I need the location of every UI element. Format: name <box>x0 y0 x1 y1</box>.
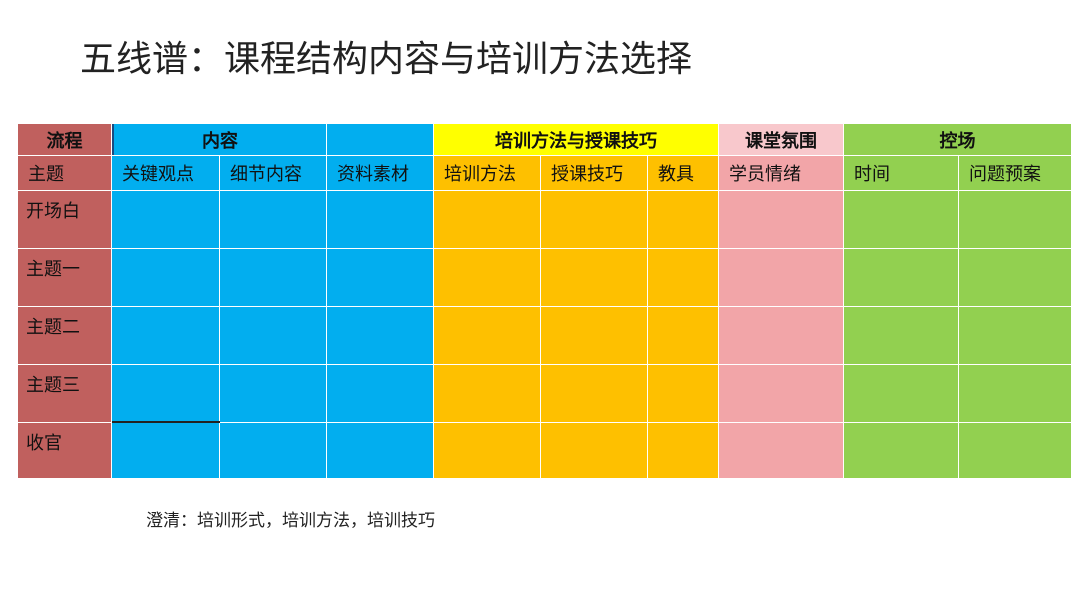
column-header-key-points: 关键观点 <box>112 156 219 190</box>
table-cell <box>648 307 718 364</box>
table-cell <box>327 307 433 364</box>
table-cell <box>959 423 1071 478</box>
row-label-closing: 收官 <box>18 423 111 478</box>
table-cell <box>959 365 1071 422</box>
table-cell <box>220 249 326 306</box>
table-cell <box>541 365 647 422</box>
table-cell <box>844 249 958 306</box>
table-cell <box>719 191 843 248</box>
row-label-topic-1: 主题一 <box>18 249 111 306</box>
divider-line <box>112 421 220 423</box>
table-cell <box>327 191 433 248</box>
table-cell <box>541 307 647 364</box>
table-cell <box>719 249 843 306</box>
table-cell <box>959 249 1071 306</box>
course-structure-table: 流程 内容 培训方法与授课技巧 课堂氛围 控场 主题 关键观点 细节内容 资料素… <box>18 124 1071 478</box>
table-cell <box>844 307 958 364</box>
table-cell <box>844 365 958 422</box>
table-cell <box>327 249 433 306</box>
table-cell <box>648 191 718 248</box>
header-content: 内容 <box>112 124 326 155</box>
header-content-extra <box>327 124 433 155</box>
table-cell <box>220 423 326 478</box>
header-method: 培训方法与授课技巧 <box>434 124 718 155</box>
table-cell <box>719 365 843 422</box>
table-cell <box>327 423 433 478</box>
table-cell <box>541 423 647 478</box>
page-title: 五线谱：课程结构内容与培训方法选择 <box>80 39 693 80</box>
table-cell <box>648 365 718 422</box>
table-cell <box>220 191 326 248</box>
row-label-topic-3: 主题三 <box>18 365 111 422</box>
header-process: 流程 <box>18 124 111 155</box>
column-header-topic: 主题 <box>18 156 111 190</box>
table-cell <box>112 191 219 248</box>
column-header-materials: 资料素材 <box>327 156 433 190</box>
column-header-teaching-aids: 教具 <box>648 156 718 190</box>
column-header-details: 细节内容 <box>220 156 326 190</box>
table-cell <box>959 307 1071 364</box>
column-header-contingency: 问题预案 <box>959 156 1071 190</box>
column-header-learner-mood: 学员情绪 <box>719 156 843 190</box>
table-cell <box>719 307 843 364</box>
table-cell <box>719 423 843 478</box>
table-cell <box>648 249 718 306</box>
row-label-opening: 开场白 <box>18 191 111 248</box>
table-cell <box>648 423 718 478</box>
table-cell <box>541 191 647 248</box>
column-header-time: 时间 <box>844 156 958 190</box>
table-cell <box>434 423 540 478</box>
row-label-topic-2: 主题二 <box>18 307 111 364</box>
column-header-teaching-skills: 授课技巧 <box>541 156 647 190</box>
clarification-note: 澄清：培训形式，培训方法，培训技巧 <box>146 511 435 531</box>
table-cell <box>959 191 1071 248</box>
table-cell <box>220 307 326 364</box>
table-cell <box>434 191 540 248</box>
header-atmosphere: 课堂氛围 <box>719 124 843 155</box>
table-cell <box>112 307 219 364</box>
table-cell <box>112 365 220 423</box>
table-cell <box>434 365 540 422</box>
table-cell <box>434 307 540 364</box>
table-cell <box>541 249 647 306</box>
table-cell <box>327 365 433 422</box>
table-cell <box>112 249 219 306</box>
header-control: 控场 <box>844 124 1071 155</box>
column-header-training-method: 培训方法 <box>434 156 540 190</box>
table-cell <box>844 423 958 478</box>
table-cell <box>434 249 540 306</box>
table-cell <box>220 365 326 422</box>
table-cell <box>112 423 219 478</box>
table-cell <box>844 191 958 248</box>
